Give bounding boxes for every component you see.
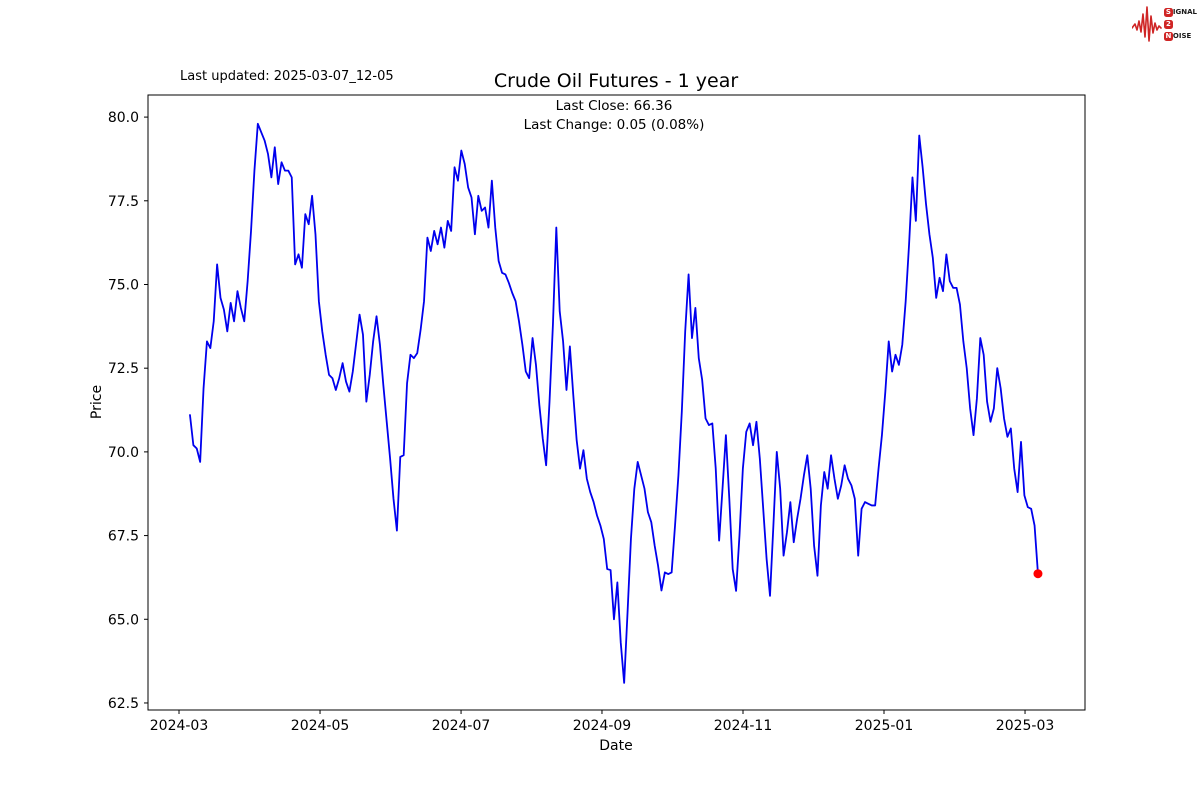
logo-text: S IGNAL 2 N OISE — [1163, 7, 1197, 42]
y-tick-label: 75.0 — [108, 277, 139, 293]
x-tick-label: 2024-07 — [432, 718, 491, 734]
x-tick-label: 2024-05 — [291, 718, 350, 734]
waveform-icon — [1131, 6, 1162, 42]
y-tick-label: 72.5 — [108, 361, 139, 377]
x-axis-label: Date — [599, 738, 633, 754]
logo-badge-2: 2 — [1163, 19, 1173, 29]
logo-badge-n: N — [1163, 31, 1173, 41]
y-tick-label: 62.5 — [108, 696, 139, 712]
last-price-marker — [1033, 569, 1043, 579]
x-tick-label: 2025-01 — [855, 718, 914, 734]
y-tick-label: 67.5 — [108, 529, 139, 545]
plot-box — [147, 94, 1086, 711]
x-tick-label: 2024-11 — [714, 718, 773, 734]
chart-subtitle: Last Close: 66.36 Last Change: 0.05 (0.0… — [524, 97, 705, 134]
logo-noise-rest: OISE — [1172, 31, 1192, 40]
chart-title: Crude Oil Futures - 1 year — [493, 70, 739, 92]
subtitle-last-change: Last Change: 0.05 (0.08%) — [523, 116, 705, 133]
y-tick-label: 77.5 — [108, 194, 139, 210]
y-tick-label: 80.0 — [108, 110, 139, 126]
logo-signal-rest: IGNAL — [1172, 7, 1197, 16]
subtitle-last-close: Last Close: 66.36 — [555, 98, 673, 114]
x-tick-label: 2025-03 — [996, 718, 1055, 734]
last-updated-label: Last updated: 2025-03-07_12-05 — [180, 69, 394, 84]
signal2noise-logo: S IGNAL 2 N OISE — [1131, 4, 1197, 44]
price-series-line — [189, 122, 1039, 684]
logo-badge-s: S — [1163, 7, 1173, 17]
y-tick-label: 70.0 — [108, 445, 139, 461]
y-tick-label: 65.0 — [108, 612, 139, 628]
x-tick-label: 2024-09 — [573, 718, 632, 734]
x-tick-label: 2024-03 — [150, 718, 209, 734]
